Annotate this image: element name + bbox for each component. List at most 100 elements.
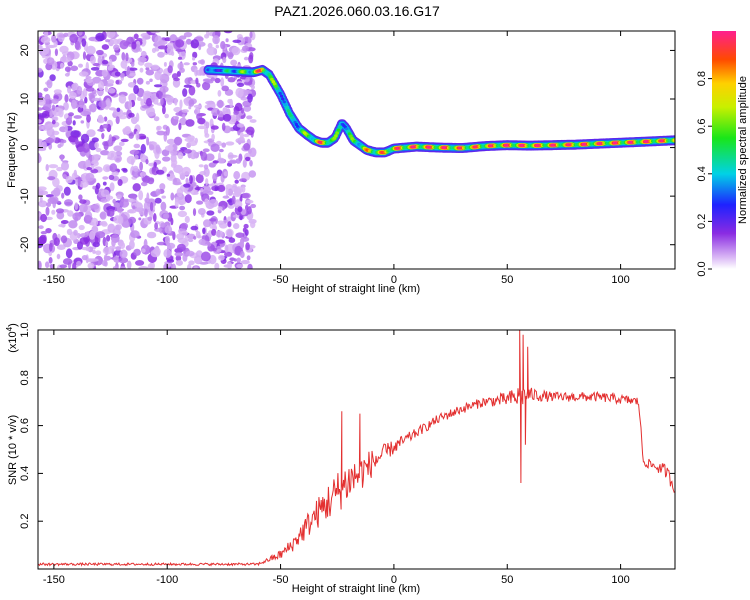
noise-blob — [77, 176, 81, 186]
colorbar-tick-label: 0.4 — [696, 166, 708, 181]
x-tick-label: 100 — [611, 274, 629, 286]
noise-blob — [46, 79, 53, 89]
noise-blob — [38, 186, 47, 191]
noise-blob — [92, 185, 96, 190]
noise-blob — [122, 168, 128, 173]
noise-blob — [173, 77, 180, 82]
noise-blob — [215, 44, 219, 49]
noise-blob — [154, 197, 162, 204]
noise-blob — [101, 69, 108, 78]
noise-blob — [46, 57, 55, 65]
noise-blob — [212, 173, 218, 182]
noise-blob — [210, 77, 216, 82]
noise-blob — [198, 164, 204, 168]
x-tick-label: -50 — [273, 274, 289, 286]
noise-blob — [250, 221, 256, 229]
noise-blob — [52, 177, 60, 188]
noise-blob — [178, 170, 183, 175]
noise-blob — [94, 141, 99, 149]
noise-blob — [129, 240, 135, 250]
noise-blob — [203, 164, 209, 170]
noise-blob — [38, 260, 42, 269]
noise-blob — [118, 94, 127, 104]
noise-blob — [234, 179, 239, 184]
noise-blob — [55, 208, 65, 214]
noise-blob — [74, 40, 81, 50]
noise-blob — [67, 85, 72, 94]
noise-blob — [243, 223, 249, 229]
x-tick-label: -150 — [43, 274, 65, 286]
noise-blob — [43, 103, 52, 111]
ridge-mark — [335, 131, 340, 135]
noise-blob — [130, 61, 135, 67]
noise-blob — [166, 242, 176, 249]
noise-blob — [156, 90, 164, 99]
noise-blob — [177, 210, 188, 218]
noise-blob — [48, 164, 59, 169]
noise-blob — [182, 253, 188, 262]
noise-blob — [211, 228, 217, 236]
noise-blob — [159, 73, 170, 84]
noise-blob — [226, 261, 233, 269]
noise-blob — [170, 192, 175, 201]
noise-blob — [205, 100, 215, 105]
noise-blob — [223, 171, 228, 177]
noise-blob — [103, 254, 108, 263]
noise-blob — [206, 46, 217, 56]
ridge-mark — [282, 100, 287, 104]
noise-blob — [104, 241, 109, 247]
noise-blob — [38, 67, 43, 73]
noise-blob — [167, 65, 173, 74]
noise-blob — [45, 261, 50, 269]
noise-blob — [215, 230, 224, 238]
noise-blob — [126, 65, 131, 76]
noise-blob — [97, 116, 105, 124]
noise-blob — [49, 264, 54, 269]
noise-blob — [115, 246, 121, 251]
noise-blob — [162, 156, 171, 162]
noise-blob — [101, 44, 110, 50]
snr-plot-area — [38, 330, 675, 569]
noise-blob — [38, 97, 46, 106]
noise-blob — [243, 81, 253, 86]
chart-title: PAZ1.2026.060.03.16.G17 — [274, 3, 440, 19]
noise-blob — [78, 180, 89, 188]
noise-blob — [154, 70, 162, 81]
noise-blob — [175, 39, 185, 48]
noise-blob — [68, 220, 78, 229]
noise-blob — [228, 154, 238, 158]
noise-blob — [200, 151, 208, 161]
x-tick-label: 0 — [391, 574, 397, 586]
noise-blob — [119, 242, 126, 249]
noise-blob — [200, 59, 205, 65]
noise-blob — [187, 238, 194, 243]
noise-blob — [203, 219, 212, 228]
noise-blob — [76, 232, 81, 239]
noise-blob — [243, 56, 249, 61]
noise-blob — [103, 116, 108, 122]
noise-blob — [138, 190, 144, 201]
noise-blob — [64, 199, 73, 207]
noise-blob — [157, 51, 165, 58]
noise-blob — [233, 258, 237, 262]
noise-blob — [188, 140, 198, 147]
noise-blob — [222, 195, 230, 199]
y-tick-label: 0.6 — [19, 418, 31, 433]
noise-blob — [72, 120, 76, 126]
noise-blob — [214, 186, 219, 191]
noise-blob — [150, 249, 161, 258]
noise-blob — [147, 216, 153, 221]
noise-blob — [183, 149, 192, 154]
noise-blob — [47, 176, 56, 181]
noise-blob — [221, 85, 229, 92]
noise-blob — [152, 166, 156, 173]
snr-scale-label: (x104) — [5, 323, 19, 353]
noise-blob — [170, 149, 178, 156]
noise-blob — [250, 85, 255, 90]
noise-blob — [249, 147, 257, 158]
y-tick-label: 1.0 — [19, 322, 31, 337]
noise-blob — [84, 96, 88, 104]
noise-blob — [166, 259, 175, 263]
noise-blob — [174, 198, 179, 208]
colorbar: 0.0 0.2 0.4 0.6 0.8 Normalized spectral ampl… — [696, 31, 749, 277]
